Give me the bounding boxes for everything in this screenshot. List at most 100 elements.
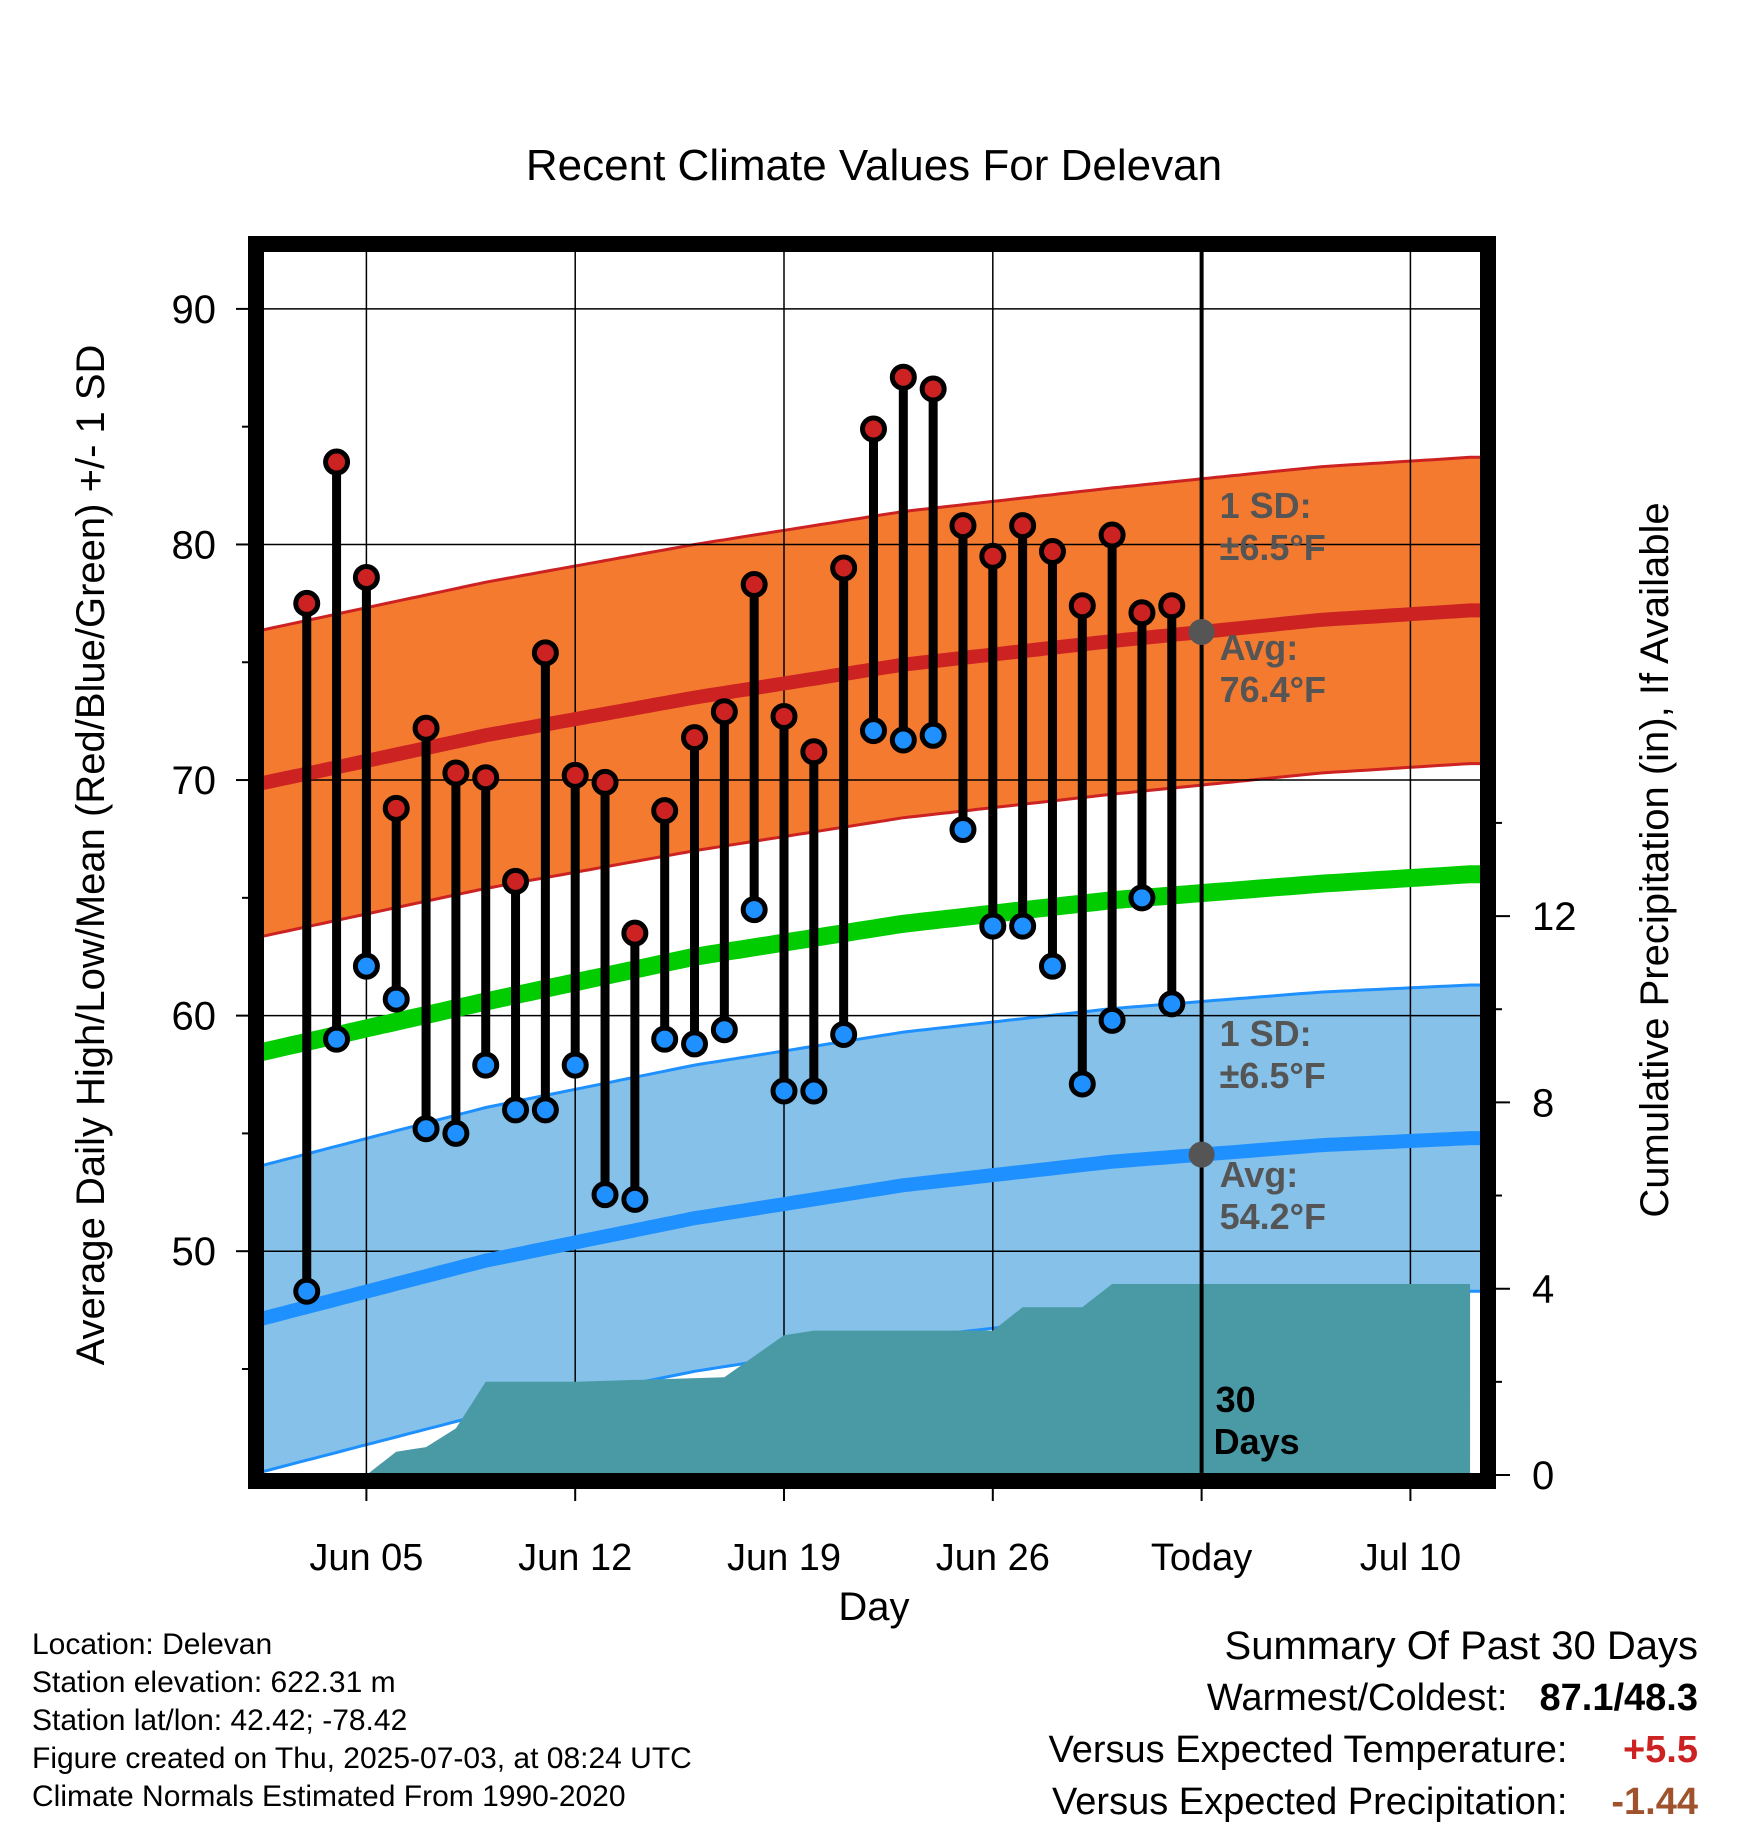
x-tick-label: Jun 26 — [936, 1537, 1050, 1579]
daily-high-point — [561, 761, 589, 789]
daily-low-point — [830, 1020, 858, 1048]
normals-text: Climate Normals Estimated From 1990-2020 — [32, 1780, 626, 1813]
sd-low-value: ±6.5°F — [1220, 1055, 1326, 1096]
daily-high-point — [323, 448, 351, 476]
daily-high-point — [979, 542, 1007, 570]
daily-high-point — [1068, 592, 1096, 620]
daily-high-point — [1009, 512, 1037, 540]
location-text: Location: Delevan — [32, 1628, 273, 1661]
daily-high-point — [1158, 592, 1186, 620]
daily-low-point — [859, 717, 887, 745]
x-tick-label: Jun 19 — [727, 1537, 841, 1579]
daily-low-point — [1068, 1070, 1096, 1098]
period-label-number: 30 — [1216, 1379, 1256, 1420]
daily-low-point — [621, 1185, 649, 1213]
y-tick-label: 90 — [172, 288, 217, 332]
temp-label: Versus Expected Temperature: — [1048, 1729, 1568, 1771]
daily-low-point — [710, 1016, 738, 1044]
x-tick-label: Jul 10 — [1360, 1537, 1461, 1579]
plot-frame — [248, 236, 1496, 1489]
daily-low-point — [1038, 952, 1066, 980]
daily-high-point — [1098, 521, 1126, 549]
daily-low-point — [681, 1030, 709, 1058]
daily-low-point — [352, 952, 380, 980]
precip-value: -1.44 — [1611, 1781, 1698, 1823]
latlon-text: Station lat/lon: 42.42; -78.42 — [32, 1704, 408, 1737]
avg-high-value: 76.4°F — [1220, 669, 1326, 710]
daily-high-point — [472, 764, 500, 792]
daily-low-point — [1098, 1006, 1126, 1034]
daily-low-point — [889, 726, 917, 754]
daily-high-point — [770, 702, 798, 730]
daily-high-point — [859, 415, 887, 443]
created-text: Figure created on Thu, 2025-07-03, at 08… — [32, 1742, 692, 1775]
daily-high-point — [382, 794, 410, 822]
daily-low-point — [1128, 884, 1156, 912]
y-tick-label: 80 — [172, 523, 217, 567]
daily-low-point — [472, 1051, 500, 1079]
sd-low-label: 1 SD: — [1220, 1013, 1312, 1054]
daily-high-point — [710, 698, 738, 726]
daily-low-point — [412, 1115, 440, 1143]
daily-low-point — [293, 1277, 321, 1305]
daily-high-point — [1128, 599, 1156, 627]
daily-high-point — [889, 363, 917, 391]
y-axis-right-label: Cumulative Precipitation (in), If Availa… — [1633, 502, 1677, 1217]
today-avg-high-marker — [1188, 618, 1215, 645]
summary-panel: Summary Of Past 30 Days Warmest/Coldest:… — [1049, 1620, 1698, 1828]
y-tick-label: 60 — [172, 995, 217, 1039]
daily-low-point — [740, 896, 768, 924]
daily-low-point — [949, 816, 977, 844]
daily-high-point — [412, 714, 440, 742]
daily-high-point — [502, 867, 530, 895]
daily-high-point — [830, 554, 858, 582]
summary-heading: Summary Of Past 30 Days — [1224, 1624, 1698, 1668]
y-right-tick-label: 0 — [1532, 1454, 1554, 1498]
sd-high-value: ±6.5°F — [1220, 527, 1326, 568]
low-sd-upper-edge — [262, 983, 1482, 1168]
y-right-tick-label: 4 — [1532, 1268, 1554, 1312]
elevation-text: Station elevation: 622.31 m — [32, 1666, 396, 1699]
daily-low-point — [1009, 912, 1037, 940]
daily-low-point — [382, 985, 410, 1013]
daily-low-point — [770, 1077, 798, 1105]
today-avg-low-marker — [1188, 1141, 1215, 1168]
x-axis-label: Day — [838, 1585, 909, 1629]
daily-low-point — [323, 1025, 351, 1053]
y-right-tick-label: 8 — [1532, 1081, 1554, 1125]
station-info: Location: Delevan Station elevation: 622… — [32, 1626, 692, 1816]
daily-high-point — [591, 768, 619, 796]
avg-low-label: Avg: — [1220, 1154, 1299, 1195]
daily-low-point — [502, 1096, 530, 1124]
x-tick-label: Jun 05 — [309, 1537, 423, 1579]
cumulative-precip-area — [366, 1284, 1471, 1475]
x-tick-label: Today — [1151, 1537, 1252, 1579]
chart-title: Recent Climate Values For Delevan — [526, 141, 1222, 190]
daily-low-point — [1158, 990, 1186, 1018]
daily-high-point — [800, 738, 828, 766]
warmest-label: Warmest/Coldest: — [1206, 1677, 1508, 1719]
daily-low-point — [919, 721, 947, 749]
daily-low-point — [442, 1119, 470, 1147]
avg-mean-line — [262, 865, 1482, 1062]
daily-high-point — [949, 512, 977, 540]
precip-label: Versus Expected Precipitation: — [1052, 1781, 1568, 1823]
avg-high-label: Avg: — [1220, 627, 1299, 668]
x-tick-label: Jun 12 — [518, 1537, 632, 1579]
daily-low-point — [531, 1096, 559, 1124]
y-tick-label: 50 — [172, 1230, 217, 1274]
sd-high-label: 1 SD: — [1220, 485, 1312, 526]
daily-low-point — [561, 1051, 589, 1079]
daily-high-point — [352, 563, 380, 591]
daily-high-point — [919, 375, 947, 403]
daily-low-point — [651, 1025, 679, 1053]
avg-low-value: 54.2°F — [1220, 1196, 1326, 1237]
daily-low-point — [591, 1181, 619, 1209]
daily-high-point — [651, 797, 679, 825]
daily-high-point — [1038, 538, 1066, 566]
warmest-value: 87.1/48.3 — [1539, 1677, 1698, 1719]
daily-high-point — [740, 571, 768, 599]
daily-high-point — [681, 724, 709, 752]
daily-high-point — [621, 919, 649, 947]
